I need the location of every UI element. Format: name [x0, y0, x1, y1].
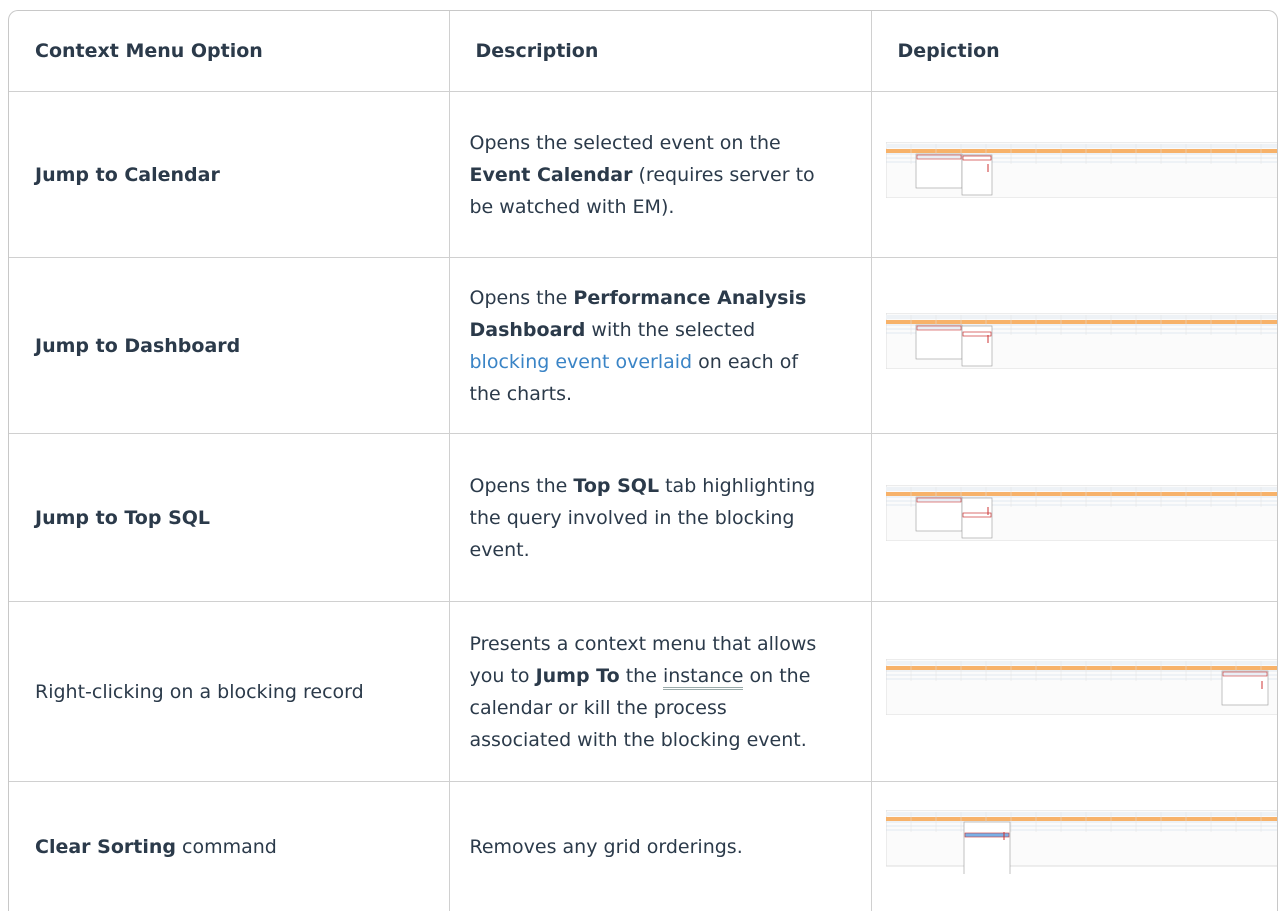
- text-segment: Opens the: [470, 287, 574, 309]
- column-header: Description: [449, 11, 871, 92]
- option-cell: Right-clicking on a blocking record: [9, 602, 449, 782]
- depiction-cell: [871, 92, 1277, 258]
- description-text: Opens the Performance Analysis Dashboard…: [470, 282, 830, 410]
- text-segment: Top SQL: [573, 475, 659, 497]
- depiction-screenshot: [886, 485, 1278, 541]
- depiction-cell: [871, 434, 1277, 602]
- text-segment: command: [176, 836, 277, 858]
- context-menu: [964, 822, 1010, 874]
- text-segment: Jump To: [536, 665, 620, 687]
- menu-highlight: [917, 498, 961, 502]
- text-segment: Event Calendar: [470, 164, 633, 186]
- description-cell: Opens the selected event on the Event Ca…: [449, 92, 871, 258]
- table-body: Jump to Calendar Opens the selected event…: [9, 92, 1277, 911]
- description-cell: Opens the Performance Analysis Dashboard…: [449, 258, 871, 434]
- description-cell: Opens the Top SQL tab highlighting the q…: [449, 434, 871, 602]
- depiction-cell: [871, 258, 1277, 434]
- depiction-screenshot: [886, 142, 1278, 198]
- text-segment: with the selected: [585, 319, 755, 341]
- grid-header: [886, 812, 1278, 816]
- description-text: Removes any grid orderings.: [470, 831, 830, 863]
- text-segment: Opens the: [470, 475, 574, 497]
- submenu: [962, 155, 992, 195]
- option-cell: Jump to Calendar: [9, 92, 449, 258]
- menu-highlight: [917, 326, 961, 330]
- text-segment: Clear Sorting: [35, 836, 176, 858]
- text-segment: Jump to Dashboard: [35, 335, 240, 357]
- submenu: [962, 498, 992, 538]
- text-segment: Jump to Calendar: [35, 164, 220, 186]
- description-cell: Removes any grid orderings.: [449, 782, 871, 911]
- option-cell: Jump to Dashboard: [9, 258, 449, 434]
- text-segment: Jump to Top SQL: [35, 507, 210, 529]
- selected-row: [886, 149, 1278, 153]
- depiction-screenshot: [886, 810, 1278, 874]
- description-text: Opens the selected event on the Event Ca…: [470, 127, 830, 223]
- text-segment: blocking event overlaid: [470, 351, 693, 373]
- description-text: Presents a context menu that allows you …: [470, 628, 830, 756]
- text-segment: the: [620, 665, 663, 687]
- text-segment: Right-clicking on a blocking record: [35, 681, 364, 703]
- grid-header: [886, 144, 1278, 148]
- selected-row: [886, 492, 1278, 496]
- depiction-cell: [871, 782, 1277, 911]
- column-header: Context Menu Option: [9, 11, 449, 92]
- table-row: Jump to Calendar Opens the selected event…: [9, 92, 1277, 258]
- description-cell: Presents a context menu that allows you …: [449, 602, 871, 782]
- table-row: Jump to Dashboard Opens the Performance A…: [9, 258, 1277, 434]
- table-row: Jump to Top SQL Opens the Top SQL tab hig…: [9, 434, 1277, 602]
- table-row: Right-clicking on a blocking record Prese…: [9, 602, 1277, 782]
- grid-header: [886, 661, 1278, 665]
- menu-highlight: [965, 833, 1009, 837]
- depiction-screenshot: [886, 659, 1278, 715]
- text-segment: Removes any grid orderings.: [470, 836, 743, 858]
- depiction-cell: [871, 602, 1277, 782]
- selected-row: [886, 666, 1278, 670]
- description-text: Opens the Top SQL tab highlighting the q…: [470, 470, 830, 566]
- option-cell: Jump to Top SQL: [9, 434, 449, 602]
- menu-highlight: [917, 155, 961, 159]
- grid-header: [886, 487, 1278, 491]
- option-cell: Clear Sorting command: [9, 782, 449, 911]
- selected-row: [886, 817, 1278, 821]
- grid-header: [886, 315, 1278, 319]
- column-header: Depiction: [871, 11, 1277, 92]
- text-segment: Opens the selected event on the: [470, 132, 781, 154]
- text-segment: instance: [663, 665, 744, 690]
- menu-highlight: [1223, 672, 1267, 676]
- table-row: Clear Sorting command Removes any grid or…: [9, 782, 1277, 911]
- depiction-screenshot: [886, 313, 1278, 369]
- selected-row: [886, 320, 1278, 324]
